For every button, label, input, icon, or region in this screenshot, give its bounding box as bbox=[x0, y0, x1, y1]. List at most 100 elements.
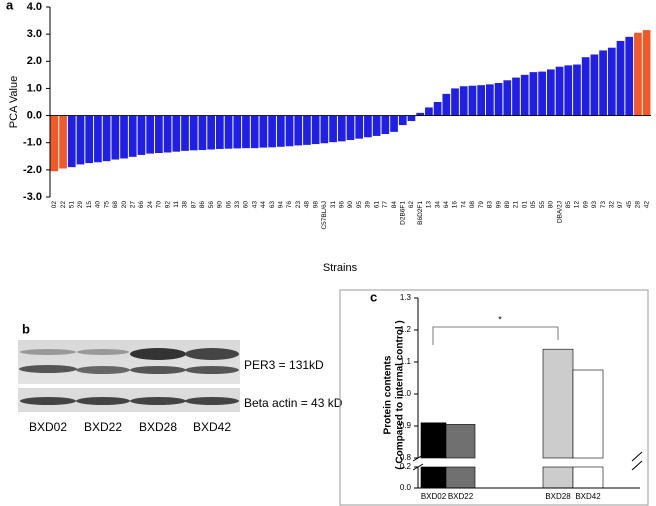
bar bbox=[215, 115, 224, 149]
x-tick-label: 20 bbox=[121, 201, 128, 209]
x-tick-label: D2B6F1 bbox=[399, 201, 406, 225]
x-tick-label: 44 bbox=[260, 201, 267, 209]
x-tick-label: 12 bbox=[574, 201, 581, 209]
x-tick-label: 96 bbox=[339, 201, 346, 209]
western-blot: b PER3 = 131kD Beta actin = 43 kD BXD02 … bbox=[18, 321, 343, 434]
x-tick-label: 86 bbox=[199, 201, 206, 209]
y-tick-label: 0.0 bbox=[27, 109, 42, 121]
y-tick-label: -3.0 bbox=[23, 191, 42, 203]
bar bbox=[146, 115, 155, 154]
y-tick-label: 0.0 bbox=[400, 483, 412, 492]
bar bbox=[445, 424, 476, 459]
bar bbox=[529, 72, 538, 116]
x-tick-label: 13 bbox=[426, 201, 433, 209]
x-tick-label: 85 bbox=[565, 201, 572, 209]
bar bbox=[477, 85, 486, 116]
bar bbox=[546, 69, 555, 116]
bar bbox=[433, 102, 442, 116]
x-tick-label: 61 bbox=[373, 201, 380, 209]
y-tick-label: 0.2 bbox=[400, 462, 412, 471]
bar bbox=[120, 115, 128, 159]
y-tick-label: 2.0 bbox=[27, 55, 42, 67]
x-tick-label: 80 bbox=[548, 201, 555, 209]
x-tick-label: 43 bbox=[251, 201, 258, 209]
y-tick-label: 1.0 bbox=[27, 82, 42, 94]
bands bbox=[19, 348, 239, 405]
significance-bracket bbox=[432, 326, 559, 345]
x-tick-label: 64 bbox=[443, 201, 450, 209]
bar-lower bbox=[445, 466, 476, 489]
x-tick-label: 55 bbox=[539, 201, 546, 209]
bar bbox=[181, 115, 189, 151]
bar bbox=[189, 115, 198, 151]
x-tick-label: 97 bbox=[617, 201, 624, 209]
x-tick-label: 23 bbox=[295, 201, 302, 209]
x-tick-label: 90 bbox=[217, 201, 224, 209]
x-tick-label: 51 bbox=[68, 201, 75, 209]
y-tick-label: -1.0 bbox=[23, 137, 42, 149]
bar bbox=[250, 115, 259, 149]
bar bbox=[542, 348, 574, 459]
bar bbox=[512, 77, 520, 116]
bar-lower bbox=[420, 466, 447, 489]
bar bbox=[625, 36, 634, 116]
x-tick-label: 05 bbox=[530, 201, 537, 209]
x-tick-label: 69 bbox=[582, 201, 589, 209]
annotation: * bbox=[498, 314, 502, 324]
x-tick-label: B6D2F1 bbox=[417, 201, 424, 225]
x-axis-label: Strains bbox=[323, 262, 358, 274]
bar bbox=[320, 115, 329, 144]
bar bbox=[616, 40, 625, 116]
bar bbox=[468, 85, 477, 116]
x-tick-label: 31 bbox=[330, 201, 337, 209]
x-tick-label: C57BL/6J bbox=[321, 201, 328, 230]
x-tick-label: 39 bbox=[365, 201, 372, 209]
x-tick-label: DBA/2J bbox=[556, 201, 563, 223]
x-tick-label: 93 bbox=[591, 201, 598, 209]
bar-lower bbox=[572, 466, 604, 489]
x-tick-label: 08 bbox=[469, 201, 476, 209]
x-tick-label: 60 bbox=[243, 201, 250, 209]
x-tick-label: 27 bbox=[129, 201, 136, 209]
x-tick-label: 70 bbox=[156, 201, 163, 209]
bar bbox=[642, 30, 651, 116]
bar bbox=[233, 115, 242, 149]
x-tick-label: 89 bbox=[504, 201, 511, 209]
x-tick-label: 38 bbox=[182, 201, 189, 209]
x-tick-label: 94 bbox=[278, 201, 285, 209]
bar bbox=[355, 115, 364, 139]
bar bbox=[172, 115, 181, 152]
y-tick-label: 1.1 bbox=[400, 357, 412, 366]
x-tick-label: 73 bbox=[600, 201, 607, 209]
lane-label: BXD22 bbox=[84, 420, 122, 434]
bar bbox=[451, 88, 459, 116]
lane-label: BXD02 bbox=[29, 420, 67, 434]
y-axis-label: Protein contents bbox=[383, 355, 394, 434]
x-tick-label: BXD02 bbox=[421, 492, 447, 501]
bar bbox=[102, 115, 111, 162]
bar bbox=[285, 115, 294, 147]
bar bbox=[572, 369, 604, 459]
band-label: Beta actin = 43 kD bbox=[244, 396, 343, 410]
bar bbox=[128, 115, 137, 157]
x-tick-label: 63 bbox=[269, 201, 276, 209]
axis-break bbox=[412, 451, 643, 471]
x-tick-label: 79 bbox=[478, 201, 485, 209]
x-tick-label: 87 bbox=[190, 201, 197, 209]
bar bbox=[607, 47, 616, 116]
bar bbox=[564, 65, 573, 116]
bar bbox=[538, 71, 546, 116]
bar bbox=[329, 115, 337, 143]
lane-label: BXD42 bbox=[193, 420, 231, 434]
bar bbox=[85, 115, 94, 164]
bar bbox=[242, 115, 250, 149]
bar bbox=[486, 84, 494, 116]
x-tick-label: 92 bbox=[164, 201, 171, 209]
band-label: PER3 = 131kD bbox=[244, 358, 324, 372]
x-tick-label: 75 bbox=[103, 201, 110, 209]
bar bbox=[224, 115, 233, 149]
bar bbox=[634, 32, 642, 116]
y-tick-label: 0.9 bbox=[400, 421, 412, 430]
y-tick-label: 1.2 bbox=[400, 325, 412, 334]
